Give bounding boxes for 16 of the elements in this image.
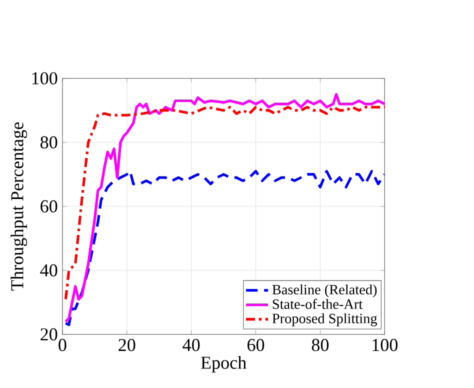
legend-label: Proposed Splitting [272, 314, 378, 326]
y-axis-title: Throughput Percentage [10, 122, 28, 291]
y-tick-label: 20 [40, 328, 58, 341]
x-tick-label: 0 [58, 339, 66, 352]
y-tick-label: 80 [40, 136, 58, 149]
y-tick-label: 40 [40, 264, 58, 277]
x-tick-label: 100 [372, 339, 398, 352]
x-tick-label: 60 [248, 339, 264, 352]
y-tick-label: 100 [32, 72, 58, 85]
x-tick-label: 20 [118, 339, 136, 352]
x-tick-label: 80 [312, 339, 329, 352]
legend-label: Baseline (Related) [272, 284, 377, 298]
x-tick-label: 40 [182, 339, 200, 352]
legend-label: State-of-the-Art [272, 298, 363, 310]
x-axis-title: Epoch [200, 356, 246, 373]
y-tick-label: 60 [40, 200, 58, 213]
